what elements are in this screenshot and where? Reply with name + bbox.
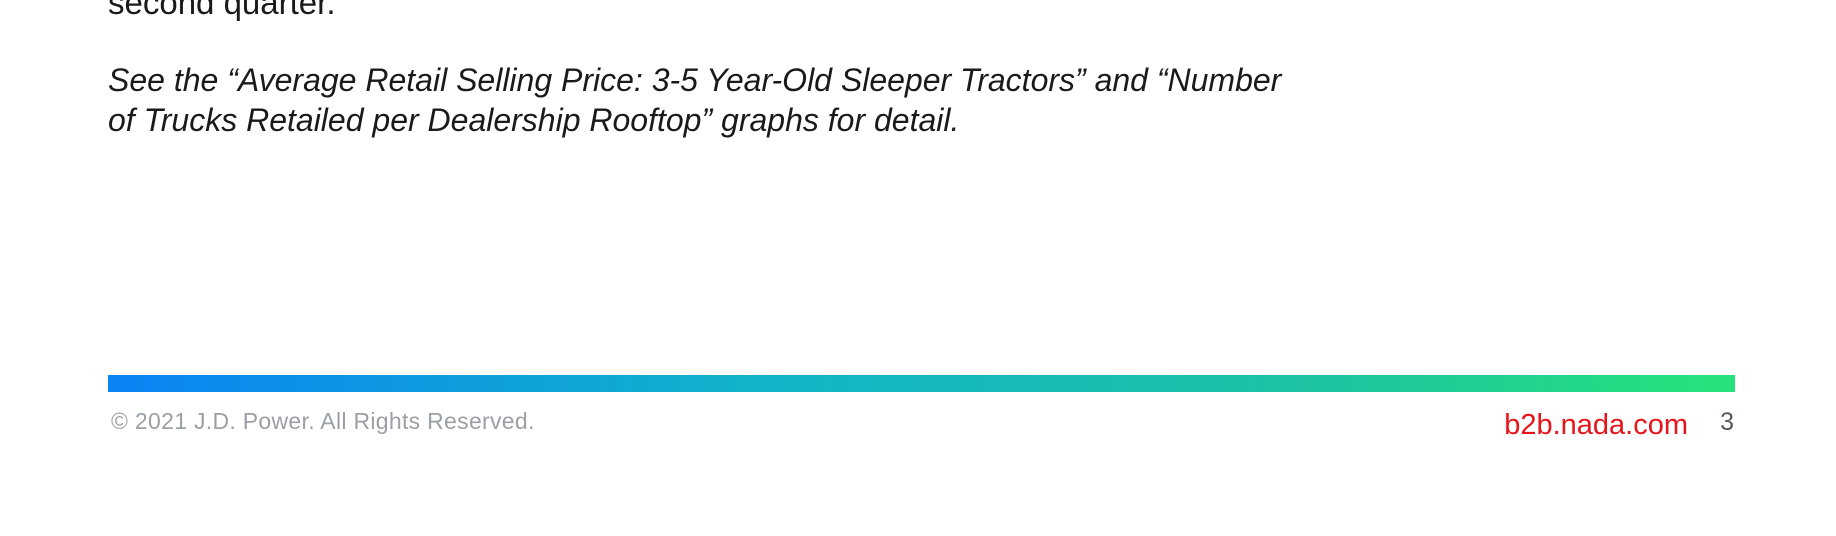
body-text-partial-line: second quarter. (108, 0, 336, 21)
graph-reference-note: See the “Average Retail Selling Price: 3… (108, 60, 1348, 140)
copyright-notice: © 2021 J.D. Power. All Rights Reserved. (111, 408, 535, 434)
footer-gradient-bar (108, 375, 1735, 392)
website-link[interactable]: b2b.nada.com (1504, 409, 1688, 441)
note-line-1: See the “Average Retail Selling Price: 3… (108, 62, 1282, 98)
page-number: 3 (1720, 408, 1734, 436)
note-line-2: of Trucks Retailed per Dealership Roofto… (108, 102, 960, 138)
